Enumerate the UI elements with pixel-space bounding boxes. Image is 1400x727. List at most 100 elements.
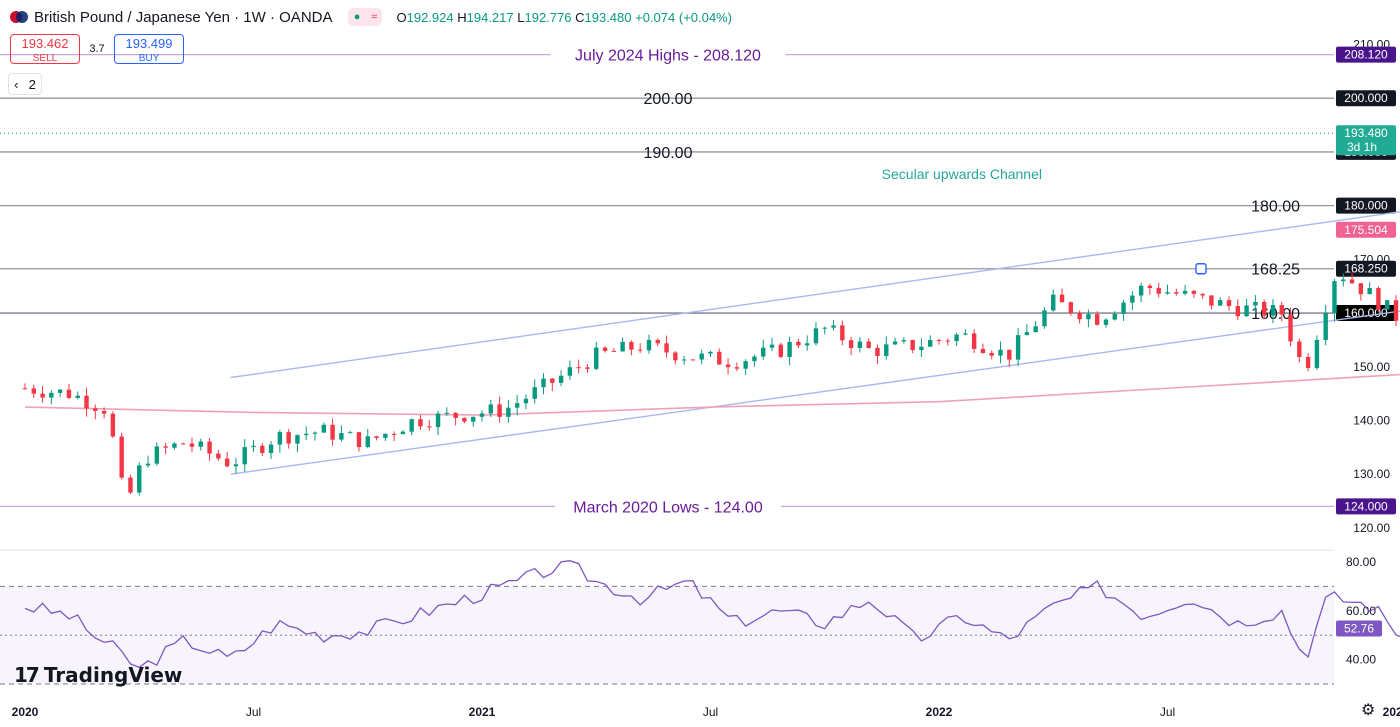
candle-body <box>330 424 335 440</box>
candle-body <box>1218 300 1223 306</box>
rsi-line <box>24 560 1400 669</box>
candle-body <box>295 435 300 444</box>
candle-body <box>1174 292 1179 294</box>
candle-body <box>1314 339 1320 368</box>
time-tick: Jul <box>246 705 261 719</box>
candle-body <box>1261 301 1267 316</box>
price-tick: 150.00 <box>1353 360 1390 374</box>
candle-body <box>989 352 994 356</box>
trade-panel: 193.462 SELL 3.7 193.499 BUY <box>10 34 184 64</box>
candle-body <box>761 347 766 357</box>
candle-body <box>1288 314 1293 342</box>
candle-body <box>1244 305 1249 317</box>
candle-body <box>822 327 827 329</box>
ohlc-readout: O192.924 H194.217 L192.776 C193.480 +0.0… <box>396 9 732 25</box>
time-tick: 2023 <box>1383 705 1400 719</box>
candle-body <box>602 347 608 351</box>
settings-gear-icon[interactable]: ⚙ <box>1361 702 1376 719</box>
countdown-text: 3d 1h <box>1347 140 1377 154</box>
time-tick: 2020 <box>12 705 39 719</box>
candle-body <box>699 353 704 360</box>
candle-body <box>75 395 80 398</box>
candle-body <box>471 416 476 422</box>
candle-body <box>673 352 678 361</box>
rsi-tick: 80.00 <box>1346 555 1376 569</box>
candle-body <box>163 446 168 448</box>
level-label: March 2020 Lows - 124.00 <box>573 499 763 516</box>
candle-body <box>1042 310 1047 327</box>
ma-axis-tag-text: 175.504 <box>1344 223 1388 237</box>
chart-header: British Pound / Japanese Yen · 1W · OAND… <box>0 0 1330 34</box>
level-axis-tag-text: 200.000 <box>1344 91 1388 105</box>
candle-body <box>1235 306 1241 317</box>
candle-body <box>637 349 643 351</box>
candle-body <box>1015 335 1021 360</box>
candle-body <box>1305 356 1311 368</box>
candle-body <box>1033 326 1038 333</box>
candle-body <box>1112 313 1117 320</box>
rsi-axis-tag-text: 52.76 <box>1344 621 1374 635</box>
level-axis-tag <box>1336 305 1396 322</box>
level-axis-tag <box>1336 260 1396 277</box>
candle-body <box>198 441 203 447</box>
price-tick: 140.00 <box>1353 413 1390 427</box>
ma-axis-tag <box>1336 221 1396 238</box>
level-label: 190.00 <box>644 145 693 162</box>
candle-body <box>664 343 669 353</box>
candle-body <box>1297 341 1302 357</box>
candle-body <box>224 458 230 467</box>
candle-body <box>444 412 450 414</box>
candle-body <box>1385 300 1390 310</box>
candle-body <box>409 419 414 432</box>
candle-body <box>910 340 915 351</box>
candle-body <box>1279 305 1284 315</box>
candle-body <box>998 349 1003 356</box>
candle-body <box>1332 281 1337 314</box>
buy-label: BUY <box>138 53 160 64</box>
sell-label: SELL <box>32 53 58 64</box>
candle-body <box>339 433 344 440</box>
price-tick: 120.00 <box>1353 521 1390 535</box>
time-tick: Jul <box>1160 705 1175 719</box>
candle-body <box>629 341 634 350</box>
candle-body <box>462 417 467 422</box>
candle-body <box>1130 295 1135 303</box>
rsi-tick: 40.00 <box>1346 653 1376 667</box>
candle-body <box>453 412 458 418</box>
candle-body <box>1323 313 1328 340</box>
sell-price: 193.462 <box>21 36 69 51</box>
symbol-title[interactable]: British Pound / Japanese Yen · 1W · OAND… <box>34 8 333 26</box>
candle-body <box>1059 294 1065 303</box>
candle-body <box>488 404 493 414</box>
candle-body <box>734 367 740 369</box>
collapse-indicators-button[interactable]: ‹ 2 <box>8 73 42 95</box>
time-tick: Jul <box>703 705 718 719</box>
candle-body <box>1349 279 1355 284</box>
level-axis-tag <box>1336 90 1396 107</box>
candle-body <box>418 419 423 427</box>
candle-body <box>892 341 898 345</box>
candle-body <box>435 413 441 428</box>
candle-body <box>1182 290 1188 294</box>
candle-body <box>550 378 555 383</box>
candle-body <box>558 375 564 383</box>
level-axis-tag <box>1336 46 1396 63</box>
candle-body <box>180 443 186 445</box>
candle-body <box>743 361 748 369</box>
candle-body <box>919 346 924 351</box>
candle-body <box>119 436 124 478</box>
candle-body <box>936 340 942 342</box>
buy-button[interactable]: 193.499 BUY <box>114 34 184 64</box>
candle-body <box>365 436 370 448</box>
indicator-toggle-icon[interactable]: ● ≈ <box>348 8 383 26</box>
candle-body <box>128 477 133 493</box>
sell-button[interactable]: 193.462 SELL <box>10 34 80 64</box>
candle-body <box>857 341 863 349</box>
candle-body <box>532 387 537 399</box>
candle-body <box>866 341 871 348</box>
candle-body <box>541 378 546 388</box>
candle-body <box>1367 288 1372 295</box>
buy-price: 193.499 <box>125 36 173 51</box>
candle-body <box>831 325 836 328</box>
